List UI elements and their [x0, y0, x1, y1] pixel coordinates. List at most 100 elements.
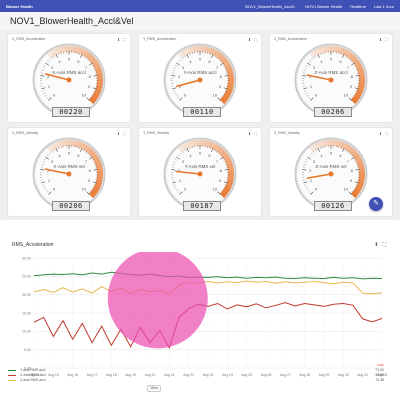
fullscreen-icon[interactable]: ⛶ — [385, 131, 388, 136]
gauge-band-segment — [353, 153, 361, 160]
gauge-tick — [92, 181, 97, 184]
download-icon[interactable]: ⬇ — [116, 131, 121, 136]
gauge-tick-label: 8 — [89, 168, 92, 173]
fullscreen-icon[interactable]: ⛶ — [254, 37, 257, 42]
gauge-band-segment — [314, 48, 321, 56]
gauge-tick — [92, 65, 95, 67]
legend-entry[interactable]: Y-axis RMS accl 71.00 — [8, 368, 388, 373]
gauge-band-segment — [224, 184, 232, 190]
gauge-tick — [86, 97, 90, 101]
gauge-tick — [49, 152, 51, 155]
gauge-band-segment — [226, 162, 234, 168]
fullscreen-icon[interactable]: ⛶ — [123, 131, 126, 136]
gauge-tick-label: 9 — [219, 178, 222, 183]
gauge-tick — [315, 55, 317, 58]
gauge-band-segment — [321, 46, 326, 54]
series-line-1 — [33, 302, 383, 350]
gauge-tick — [303, 181, 308, 184]
fullscreen-icon[interactable]: ⛶ — [254, 131, 257, 136]
gauge-dial: 01 234 5 678 910 Z-Axis RMS vel — [294, 137, 368, 208]
gauge-tick-label: 2 — [178, 168, 181, 173]
time-range-selector[interactable]: Last 1 hour — [373, 3, 394, 9]
gauge-band-segment — [223, 62, 231, 69]
gauge-tick — [211, 148, 214, 152]
download-icon[interactable]: ⬇ — [374, 242, 379, 248]
gauge-tick — [217, 97, 221, 101]
gauge-tick — [322, 146, 324, 149]
gauge-tick-label: 2 — [178, 74, 181, 79]
gauge-band-segment — [95, 84, 103, 90]
edit-fab-button[interactable]: ✎ — [369, 197, 383, 211]
gauge-tick — [338, 52, 340, 55]
gauge-tick-label: 8 — [89, 74, 92, 79]
gauge-band-segment — [95, 162, 103, 168]
gauge-tick-label: 5 — [199, 151, 202, 156]
device-selector[interactable]: NOV1 Blower Health — [305, 3, 343, 9]
legend-value: 71.00 — [375, 368, 384, 372]
gauge-tick — [89, 191, 92, 193]
x-tick-label: Aug 19 — [125, 373, 136, 377]
legend-entry[interactable]: X-axis RMS accl 33.88 — [8, 373, 388, 378]
gauge-tick — [83, 149, 85, 152]
gauge-tick — [307, 156, 311, 160]
legend-swatch — [8, 374, 16, 376]
gauge-tick — [41, 181, 46, 184]
gauge-band-segment — [350, 97, 358, 105]
gauge-tick — [89, 97, 92, 99]
fullscreen-icon[interactable]: ⛶ — [123, 37, 126, 42]
gauge-band-segment — [94, 159, 102, 165]
download-icon[interactable]: ⬇ — [378, 131, 383, 136]
gauge-band-segment — [351, 150, 359, 158]
view-button[interactable]: View — [147, 385, 161, 392]
gauge-tick-label: 1 — [48, 84, 51, 89]
gauge-lcd-readout: 00187 — [183, 201, 221, 211]
gauge-tick — [78, 146, 80, 149]
gauge-tick — [355, 161, 358, 163]
download-icon[interactable]: ⬇ — [247, 37, 252, 42]
x-tick-label: Aug 29 — [319, 373, 330, 377]
gauge-tick — [53, 149, 55, 152]
gauge-tick-label: 6 — [339, 153, 342, 158]
gauge-band-segment — [218, 148, 225, 156]
gauge-lcd-readout: 00206 — [52, 201, 90, 211]
gauge-band-segment — [213, 144, 220, 152]
realtime-toggle[interactable]: Realtime — [350, 3, 366, 9]
x-tick-label: Aug 18 — [106, 373, 117, 377]
app-brand[interactable]: Blower Health — [6, 3, 33, 9]
gauge-band-segment — [225, 159, 233, 165]
gauge-tick — [216, 150, 218, 153]
dashboard-selector[interactable]: NOV1_BlowerHealth_AcclV... — [244, 3, 298, 9]
legend-entry[interactable]: Z-axis RMS accl 74.38 — [8, 378, 388, 383]
gauge-needle — [44, 73, 70, 81]
gauge-band-segment — [55, 47, 61, 55]
gauge-tick-label: 9 — [219, 84, 222, 89]
gauge-tick — [87, 152, 89, 155]
fullscreen-icon[interactable]: ⛶ — [385, 37, 388, 42]
gauge-tick — [223, 159, 226, 161]
download-icon[interactable]: ⬇ — [247, 131, 252, 136]
gauge-tick-label: 7 — [347, 65, 350, 70]
fullscreen-icon[interactable]: ⛶ — [382, 242, 386, 248]
gauge-tick-label: 0 — [53, 92, 56, 97]
download-icon[interactable]: ⬇ — [378, 37, 383, 42]
gauge-tick — [48, 97, 52, 101]
gauge-card-x-vel: X_RMS_Velocity ⬇ ⛶ 0 1 2 3 4 5 6 7 8 9 10 X-Axis RMS v… — [8, 128, 130, 216]
gauge-tick — [320, 146, 322, 149]
gauge-band-segment — [216, 52, 223, 60]
gauge-tick — [220, 97, 223, 99]
gauge-tick — [220, 191, 223, 193]
y-tick-label: 30.00 — [22, 256, 31, 260]
gauge-tick — [92, 186, 95, 189]
gauge-card-label: Y_RMS_Acceleration — [143, 37, 177, 41]
y-tick-label: 10.00 — [22, 330, 31, 334]
gauge-lcd-readout: 00206 — [314, 107, 352, 117]
gauge-band-segment — [311, 50, 318, 57]
gauge-tick — [353, 189, 356, 191]
gauge-tick — [46, 97, 49, 99]
gauge-tick — [305, 65, 308, 67]
gauge-band-segment — [186, 47, 192, 55]
gauge-tick — [173, 184, 176, 186]
gauge-needle — [176, 79, 201, 88]
gauge-tick — [211, 54, 214, 58]
download-icon[interactable]: ⬇ — [116, 37, 121, 42]
